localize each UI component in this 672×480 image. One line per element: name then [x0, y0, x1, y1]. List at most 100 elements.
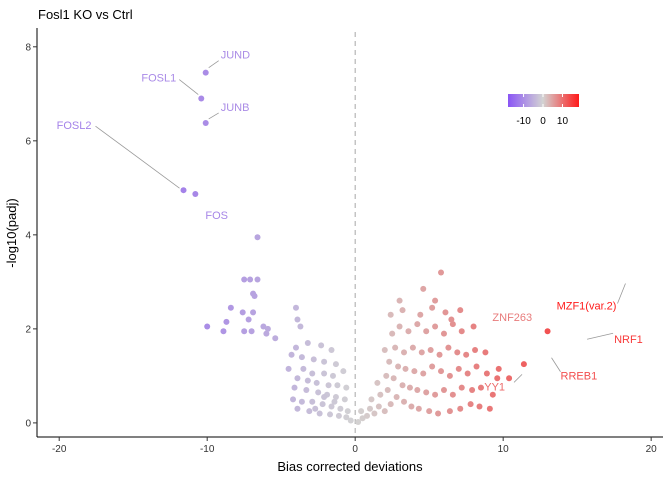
- data-point: [310, 356, 317, 363]
- data-point: [355, 418, 362, 425]
- data-point: [292, 344, 299, 351]
- label-connector: [513, 374, 523, 383]
- data-point: [298, 354, 305, 361]
- data-point: [408, 403, 415, 410]
- point-label: JUNB: [221, 102, 250, 114]
- data-point: [463, 351, 470, 358]
- data-point: [366, 405, 373, 412]
- data-point: [377, 391, 384, 398]
- data-point: [321, 358, 328, 365]
- data-point: [427, 347, 434, 354]
- data-point: [440, 330, 447, 337]
- x-axis-label: Bias corrected deviations: [277, 459, 423, 474]
- data-point: [494, 375, 501, 382]
- data-point: [344, 408, 351, 415]
- data-point: [395, 363, 402, 370]
- data-point: [332, 361, 339, 368]
- data-point: [272, 335, 279, 342]
- data-point: [486, 405, 493, 412]
- data-point: [359, 415, 366, 422]
- label-connector: [586, 332, 614, 340]
- data-point: [406, 384, 413, 391]
- data-point: [358, 408, 365, 415]
- data-point: [420, 285, 427, 292]
- data-point: [202, 119, 209, 126]
- data-point: [544, 328, 551, 335]
- data-point: [440, 386, 447, 393]
- data-point: [414, 386, 421, 393]
- x-tick-label: -10: [200, 444, 215, 455]
- axes: -20 -10 0 10 20 0 2 4 6 8: [25, 28, 663, 455]
- data-point: [304, 377, 311, 384]
- data-point: [455, 365, 462, 372]
- data-point: [457, 405, 464, 412]
- data-point: [312, 405, 319, 412]
- data-point: [417, 311, 424, 318]
- data-point: [347, 417, 354, 424]
- data-point: [458, 328, 465, 335]
- data-point: [448, 316, 455, 323]
- data-point: [318, 342, 325, 349]
- data-point: [368, 396, 375, 403]
- data-point: [294, 375, 301, 382]
- data-point: [343, 414, 350, 421]
- data-point: [294, 405, 301, 412]
- data-point: [396, 297, 403, 304]
- data-point: [263, 330, 270, 337]
- data-point: [247, 276, 254, 283]
- data-point: [409, 344, 416, 351]
- legend-tick-label: 10: [557, 116, 569, 127]
- data-point: [304, 339, 311, 346]
- x-tick-label: 0: [352, 444, 358, 455]
- data-point: [285, 365, 292, 372]
- data-point: [248, 328, 255, 335]
- y-tick-label: 0: [25, 418, 31, 429]
- label-connectors: [95, 60, 626, 383]
- data-point: [432, 297, 439, 304]
- data-point: [371, 410, 378, 417]
- data-point: [383, 372, 390, 379]
- data-point: [469, 386, 476, 393]
- data-point: [375, 403, 382, 410]
- data-point: [436, 351, 443, 358]
- y-axis-label: -log10(padj): [4, 198, 19, 267]
- legend-colorbar: [508, 94, 579, 107]
- data-point: [384, 386, 391, 393]
- data-point: [454, 349, 461, 356]
- label-connector: [95, 125, 180, 189]
- data-point: [325, 382, 332, 389]
- data-point: [457, 307, 464, 314]
- point-label: FOS: [205, 210, 228, 222]
- data-point: [396, 323, 403, 330]
- data-point: [438, 368, 445, 375]
- data-point: [313, 379, 320, 386]
- data-point: [405, 328, 412, 335]
- data-point: [341, 396, 348, 403]
- data-point: [464, 370, 471, 377]
- data-point: [332, 394, 339, 401]
- point-label: NRF1: [614, 334, 643, 346]
- data-point: [329, 372, 336, 379]
- y-tick-label: 2: [25, 324, 31, 335]
- data-point: [241, 276, 248, 283]
- data-point: [429, 363, 436, 370]
- data-point: [288, 351, 295, 358]
- data-point: [180, 187, 187, 194]
- data-point: [414, 321, 421, 328]
- data-point: [298, 398, 305, 405]
- data-point: [227, 304, 234, 311]
- data-point: [489, 391, 496, 398]
- data-point: [482, 349, 489, 356]
- data-point: [381, 408, 388, 415]
- data-point: [319, 401, 326, 408]
- point-label: JUND: [221, 50, 250, 62]
- data-point: [435, 410, 442, 417]
- point-label: FOSL1: [141, 73, 176, 85]
- data-point: [327, 411, 334, 418]
- data-point: [251, 292, 258, 299]
- label-connector: [179, 79, 199, 95]
- data-point: [442, 309, 449, 316]
- data-point: [401, 349, 408, 356]
- data-point: [328, 347, 335, 354]
- data-point: [458, 384, 465, 391]
